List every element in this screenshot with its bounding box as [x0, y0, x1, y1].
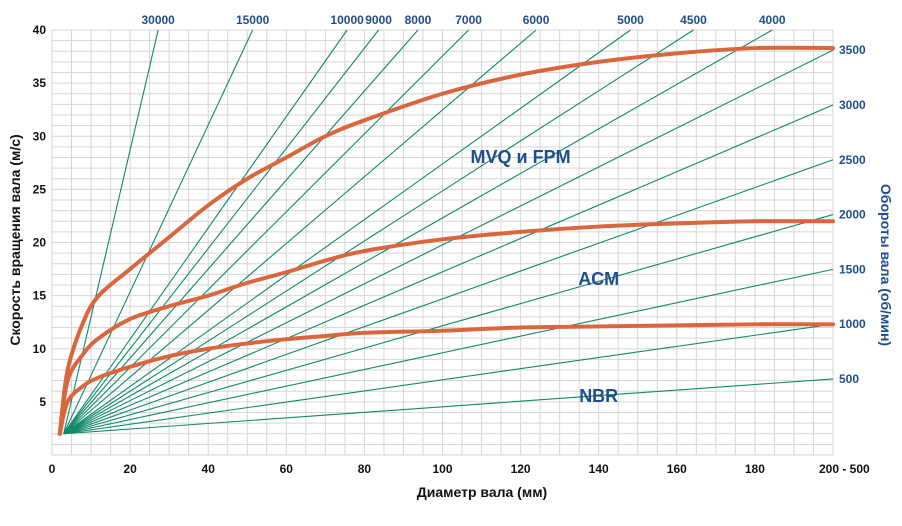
rpm-label-4000: 4000	[759, 13, 786, 27]
rpm-label-500: 500	[839, 372, 859, 386]
grid	[51, 29, 834, 456]
rpm-label-4500: 4500	[680, 13, 707, 27]
x-axis-title: Диаметр вала (мм)	[417, 484, 547, 500]
rpm-line-1000	[63, 323, 834, 435]
rpm-label-5000: 5000	[617, 13, 644, 27]
rpm-line-4500	[63, 29, 694, 435]
y-tick-label: 30	[33, 129, 47, 143]
rpm-line-30000	[63, 29, 159, 434]
series-label-nbr: NBR	[579, 386, 618, 406]
curve-acm	[57, 219, 835, 436]
x-tick-label: 20	[123, 462, 137, 476]
series-label-acm: ACM	[578, 269, 619, 289]
rpm-label-9000: 9000	[365, 13, 392, 27]
rpm-line-5000	[63, 29, 631, 435]
rpm-line-4000	[63, 29, 773, 435]
y-tick-label: 15	[33, 289, 47, 303]
curve-mvq-fpm	[57, 45, 835, 436]
y-tick-labels: 5 10 15 20 25 30 35 40	[33, 23, 47, 409]
rpm-label-1500: 1500	[839, 262, 866, 276]
y-tick-label: 40	[33, 23, 47, 37]
rpm-label-3000: 3000	[839, 98, 866, 112]
x-tick-label: 100	[432, 462, 452, 476]
rpm-label-2000: 2000	[839, 208, 866, 222]
rpm-line-500	[63, 378, 834, 435]
series-label-mvq-fpm: MVQ и FPM	[471, 147, 571, 167]
rpm-line-6000	[63, 29, 537, 435]
rpm-lines	[63, 29, 834, 435]
rpm-label-3500: 3500	[839, 43, 866, 57]
rpm-line-3000	[63, 104, 834, 435]
curves	[57, 45, 835, 436]
rpm-line-15000	[63, 29, 254, 434]
x-tick-label: 60	[280, 462, 294, 476]
y-tick-label: 35	[33, 76, 47, 90]
x-tick-labels: 0 20 40 60 80 100 120 140 160 180 200 - 500	[49, 462, 870, 476]
curve-nbr	[57, 322, 835, 436]
x-tick-label: 200 - 500	[819, 462, 870, 476]
rpm-line-10000	[63, 29, 348, 435]
x-tick-label: 40	[202, 462, 216, 476]
y-tick-label: 20	[33, 236, 47, 250]
x-tick-label: 80	[358, 462, 372, 476]
rpm-line-3500	[63, 49, 834, 435]
rpm-label-30000: 30000	[141, 13, 175, 27]
y-tick-label: 5	[39, 395, 46, 409]
rpm-label-2500: 2500	[839, 153, 866, 167]
rpm-line-9000	[63, 29, 380, 435]
x-tick-label: 180	[745, 462, 765, 476]
rpm-line-2000	[63, 214, 834, 435]
rpm-line-1500	[63, 268, 834, 435]
rpm-line-8000	[63, 29, 419, 435]
x-tick-label: 160	[667, 462, 687, 476]
y-axis-title: Скорость вращения вала (м/с)	[7, 134, 23, 345]
x-tick-label: 140	[589, 462, 609, 476]
x-tick-label: 0	[49, 462, 56, 476]
rpm-line-2500	[63, 159, 834, 435]
rpm-label-7000: 7000	[455, 13, 482, 27]
x-tick-label: 120	[511, 462, 531, 476]
rpm-label-6000: 6000	[523, 13, 550, 27]
rpm-label-1000: 1000	[839, 317, 866, 331]
y-tick-label: 25	[33, 182, 47, 196]
rpm-label-10000: 10000	[330, 13, 364, 27]
rpm-label-15000: 15000	[236, 13, 270, 27]
rpm-labels: 30000 15000 10000 9000 8000 7000 6000 5000 4500 4…	[141, 13, 866, 386]
rpm-label-8000: 8000	[405, 13, 432, 27]
y2-axis-title: Обороты вала (об/мин)	[878, 184, 894, 346]
y-tick-label: 10	[33, 342, 47, 356]
series-labels: MVQ и FPM ACM NBR	[471, 147, 620, 406]
